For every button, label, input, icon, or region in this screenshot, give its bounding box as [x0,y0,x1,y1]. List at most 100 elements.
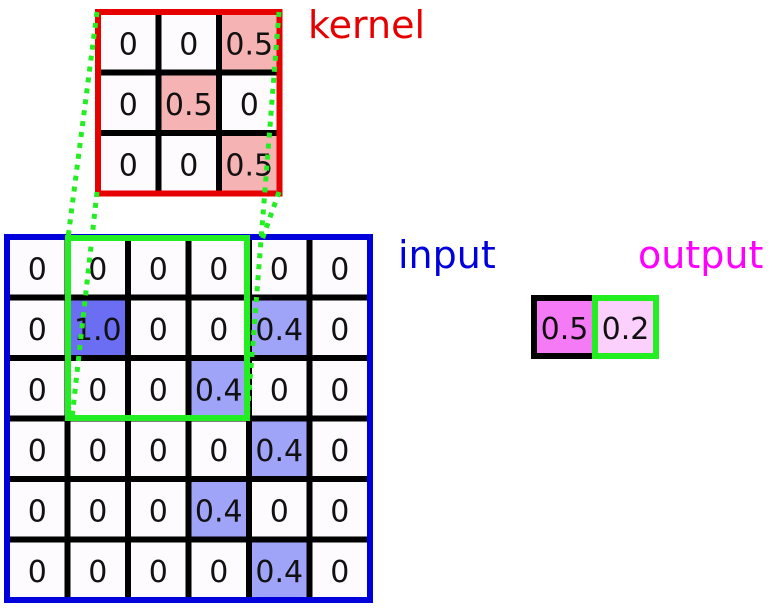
input-cell-value: 0 [149,555,168,590]
kernel-cell-value: 0 [119,148,138,183]
kernel-cell-value: 0 [179,27,198,62]
input-cell: 0 [306,234,373,301]
input-cell: 0 [306,294,373,361]
input-label: input [398,233,496,277]
output-cell-value: 0.2 [602,312,650,347]
input-cell-value: 0 [28,494,47,529]
input-cell: 0 [306,415,373,482]
input-cell: 1.0 [64,294,131,361]
kernel-cell: 0.5 [155,69,222,136]
input-cell-value: 0 [270,494,289,529]
input-cell: 0 [64,476,131,543]
input-cell-value: 0.4 [255,313,303,348]
kernel-cell: 0 [95,9,162,76]
input-cell: 0 [4,415,71,482]
output-cell: 0.2 [592,295,659,359]
projection-line [65,11,100,239]
input-cell: 0.4 [246,415,313,482]
input-cell-value: 0 [330,434,349,469]
kernel-label: kernel [308,3,425,47]
input-cell-value: 0 [209,434,228,469]
kernel-cell: 0 [155,130,222,197]
input-cell: 0 [125,536,192,603]
input-cell: 0.4 [185,355,252,422]
input-cell: 0 [4,355,71,422]
input-cell-value: 0 [209,252,228,287]
input-cell: 0.4 [246,536,313,603]
input-cell-value: 0 [28,434,47,469]
receptive-window [65,235,250,421]
input-cell: 0 [306,476,373,543]
input-cell: 0 [4,294,71,361]
input-cell-value: 0.4 [255,434,303,469]
input-cell-value: 0 [149,494,168,529]
input-cell-value: 1.0 [74,313,122,348]
input-cell: 0 [306,355,373,422]
input-cell-value: 0 [330,252,349,287]
kernel-cell: 0 [95,130,162,197]
kernel-cell-value: 0 [179,148,198,183]
output-cell-value: 0.5 [541,312,589,347]
input-cell-value: 0.4 [255,555,303,590]
input-cell: 0 [125,234,192,301]
input-cell-value: 0 [28,373,47,408]
input-cell-value: 0 [330,313,349,348]
input-cell-value: 0 [28,252,47,287]
kernel-cell: 0 [155,9,222,76]
input-cell: 0.4 [246,294,313,361]
input-cell: 0 [246,355,313,422]
projection-line [259,191,282,241]
output-label: output [638,233,763,277]
input-cell-value: 0 [330,373,349,408]
input-cell: 0 [64,415,131,482]
input-cell-value: 0 [270,373,289,408]
input-cell: 0 [185,234,252,301]
kernel-cell-value: 0.5 [165,88,213,123]
input-cell: 0 [185,415,252,482]
kernel-cell: 0 [95,69,162,136]
input-cell-value: 0 [88,434,107,469]
input-cell: 0.4 [185,476,252,543]
input-cell: 0 [64,536,131,603]
kernel-cell-value: 0 [240,88,259,123]
input-cell: 0 [4,476,71,543]
input-cell-value: 0 [88,494,107,529]
input-cell-value: 0 [28,313,47,348]
input-cell: 0 [64,234,131,301]
input-cell: 0 [125,294,192,361]
input-cell: 0 [306,536,373,603]
input-cell-value: 0 [209,313,228,348]
input-cell: 0 [246,476,313,543]
input-cell: 0 [185,536,252,603]
input-cell: 0 [4,234,71,301]
input-cell-value: 0.4 [195,373,243,408]
projection-line [69,191,100,419]
kernel-cell: 0.5 [216,9,283,76]
input-cell-value: 0 [330,494,349,529]
input-cell-value: 0 [88,373,107,408]
input-cell: 0 [64,355,131,422]
input-cell-value: 0 [330,555,349,590]
input-cell: 0 [185,294,252,361]
input-cell: 0 [125,415,192,482]
input-cell-value: 0 [149,313,168,348]
kernel-cell-value: 0.5 [225,27,273,62]
projection-line [244,11,282,419]
input-cell: 0 [125,355,192,422]
kernel-cell-value: 0 [119,27,138,62]
input-cell: 0 [4,536,71,603]
input-cell-value: 0 [149,434,168,469]
kernel-frame [95,9,283,197]
output-cell: 0.5 [531,295,598,359]
input-cell: 0 [125,476,192,543]
input-cell-value: 0 [149,252,168,287]
kernel-cell-value: 0 [119,88,138,123]
input-cell-value: 0 [28,555,47,590]
input-cell-value: 0 [270,252,289,287]
kernel-cell: 0.5 [216,130,283,197]
input-cell-value: 0 [149,373,168,408]
output-current-frame [592,295,659,359]
input-cell-value: 0 [88,252,107,287]
input-cell-value: 0.4 [195,494,243,529]
